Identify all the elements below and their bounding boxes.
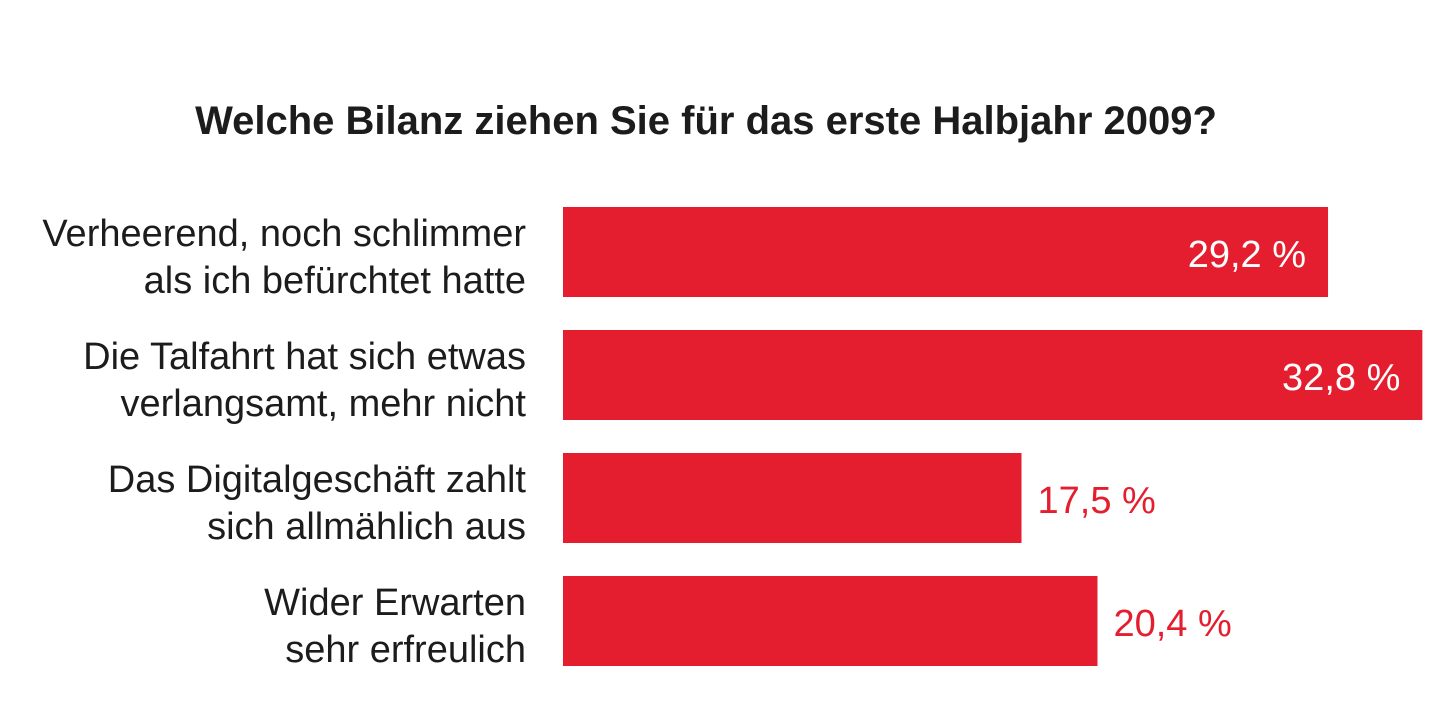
bar-3: [563, 453, 1022, 543]
chart-title: Welche Bilanz ziehen Sie für das erste H…: [195, 99, 1217, 143]
bar-4: [563, 576, 1098, 666]
value-label-1: 29,2 %: [1188, 234, 1306, 276]
category-label-4-line-2: sehr erfreulich: [285, 629, 526, 671]
category-label-3-line-1: Das Digitalgeschäft zahlt: [108, 459, 527, 501]
bar-1: [563, 207, 1329, 297]
category-label-1-line-1: Verheerend, noch schlimmer: [42, 213, 526, 255]
category-label-2-line-1: Die Talfahrt hat sich etwas: [83, 336, 526, 378]
category-label-1-line-2: als ich befürchtet hatte: [144, 260, 526, 302]
category-label-2-line-2: verlangsamt, mehr nicht: [121, 383, 527, 425]
value-label-4: 20,4 %: [1113, 603, 1231, 645]
value-label-2: 32,8 %: [1282, 357, 1400, 399]
category-label-4-line-1: Wider Erwarten: [264, 582, 526, 624]
value-label-3: 17,5 %: [1038, 480, 1156, 522]
bar-2: [563, 330, 1423, 420]
category-label-3-line-2: sich allmählich aus: [207, 506, 526, 548]
bars-group: Verheerend, noch schlimmer als ich befürc…: [42, 207, 1423, 671]
